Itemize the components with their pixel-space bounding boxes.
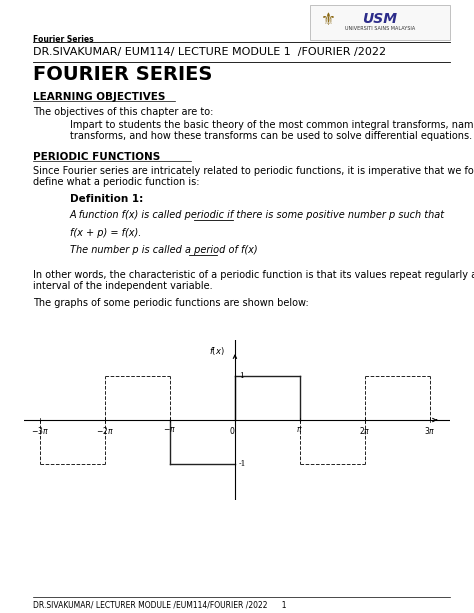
Text: USM: USM (363, 12, 398, 26)
Text: transforms, and how these transforms can be used to solve differential equations: transforms, and how these transforms can… (70, 131, 472, 141)
Text: interval of the independent variable.: interval of the independent variable. (33, 281, 213, 291)
Text: FOURIER SERIES: FOURIER SERIES (33, 65, 212, 84)
Text: The number p is called a period of f(x): The number p is called a period of f(x) (70, 245, 258, 255)
Text: The graphs of some periodic functions are shown below:: The graphs of some periodic functions ar… (33, 298, 309, 308)
FancyBboxPatch shape (310, 5, 450, 40)
Text: The objectives of this chapter are to:: The objectives of this chapter are to: (33, 107, 213, 117)
Text: PERIODIC FUNCTIONS: PERIODIC FUNCTIONS (33, 152, 160, 162)
Text: f(x + p) = f(x).: f(x + p) = f(x). (70, 228, 141, 238)
Text: $0$: $0$ (228, 425, 235, 436)
Text: $-3\pi$: $-3\pi$ (31, 425, 49, 436)
Text: $\pi$: $\pi$ (297, 425, 303, 435)
Text: Since Fourier series are intricately related to periodic functions, it is impera: Since Fourier series are intricately rel… (33, 166, 474, 176)
Text: UNIVERSITI SAINS MALAYSIA: UNIVERSITI SAINS MALAYSIA (345, 26, 415, 31)
Text: $2\pi$: $2\pi$ (359, 425, 371, 436)
Text: DR.SIVAKUMAR/ LECTURER MODULE /EUM114/FOURIER /2022      1: DR.SIVAKUMAR/ LECTURER MODULE /EUM114/FO… (33, 601, 286, 610)
Text: A function f(x) is called periodic if there is some positive number p such that: A function f(x) is called periodic if th… (70, 210, 445, 220)
Text: Definition 1:: Definition 1: (70, 194, 143, 204)
Text: $-\pi$: $-\pi$ (164, 425, 177, 435)
Text: $f(x)$: $f(x)$ (209, 345, 225, 357)
Text: -1: -1 (238, 460, 246, 468)
Text: LEARNING OBJECTIVES: LEARNING OBJECTIVES (33, 92, 165, 102)
Text: Impart to students the basic theory of the most common integral transforms, name: Impart to students the basic theory of t… (70, 120, 474, 130)
Text: DR.SIVAKUMAR/ EUM114/ LECTURE MODULE 1  /FOURIER /2022: DR.SIVAKUMAR/ EUM114/ LECTURE MODULE 1 /… (33, 47, 386, 57)
Text: 1: 1 (238, 371, 244, 379)
Text: ⚜: ⚜ (320, 11, 336, 29)
Text: $-2\pi$: $-2\pi$ (96, 425, 114, 436)
Text: Fourier Series: Fourier Series (33, 35, 94, 44)
Text: $3\pi$: $3\pi$ (424, 425, 436, 436)
Text: define what a periodic function is:: define what a periodic function is: (33, 177, 200, 187)
Text: In other words, the characteristic of a periodic function is that its values rep: In other words, the characteristic of a … (33, 270, 474, 280)
